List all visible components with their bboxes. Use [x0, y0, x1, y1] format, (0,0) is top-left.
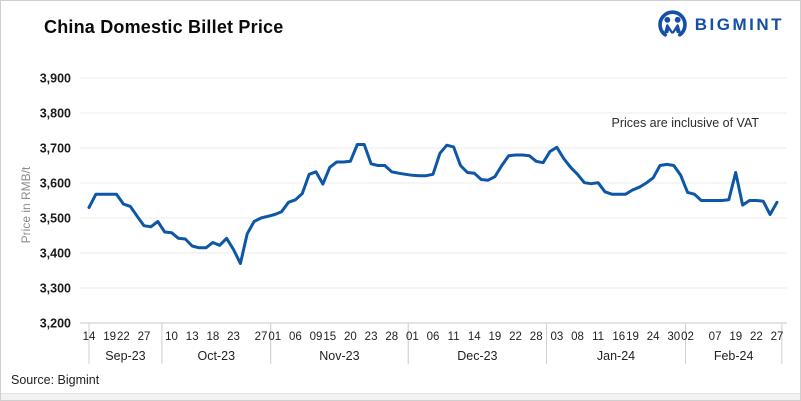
- x-month-label: Feb-24: [714, 349, 754, 363]
- x-tick-label: 27: [255, 331, 268, 343]
- x-tick-label: 23: [227, 331, 240, 343]
- x-tick-label: 09: [310, 331, 323, 343]
- window-bottom-edge: [1, 393, 800, 400]
- x-tick-label: 28: [385, 331, 398, 343]
- y-tick-label: 3,800: [40, 107, 71, 121]
- x-tick-label: 30: [667, 331, 680, 343]
- x-tick-label: 06: [427, 331, 440, 343]
- x-tick-label: 18: [206, 331, 219, 343]
- source-note: Source: Bigmint: [11, 373, 100, 387]
- x-month-label: Oct-23: [198, 349, 236, 363]
- x-tick-label: 08: [571, 331, 584, 343]
- x-tick-label: 27: [771, 331, 784, 343]
- x-tick-label: 20: [344, 331, 357, 343]
- x-tick-label: 15: [323, 331, 336, 343]
- x-tick-label: 27: [138, 331, 151, 343]
- x-tick-label: 28: [530, 331, 543, 343]
- page-title: China Domestic Billet Price: [44, 17, 284, 37]
- x-tick-label: 22: [750, 331, 763, 343]
- y-tick-label: 3,300: [40, 282, 71, 296]
- x-tick-label: 19: [103, 331, 116, 343]
- x-tick-label: 16: [612, 331, 625, 343]
- price-line: [87, 143, 779, 265]
- y-tick-label: 3,200: [40, 317, 71, 331]
- x-tick-label: 03: [550, 331, 563, 343]
- x-tick-label: 10: [165, 331, 178, 343]
- x-tick-label: 11: [592, 331, 604, 343]
- x-tick-label: 06: [289, 331, 302, 343]
- y-tick-label: 3,500: [40, 212, 71, 226]
- x-tick-label: 19: [489, 331, 502, 343]
- bigmint-logo-text: BIGMINT: [694, 14, 784, 34]
- x-month-label: Jan-24: [597, 349, 635, 363]
- y-tick-label: 3,400: [40, 247, 71, 261]
- y-tick-label: 3,700: [40, 142, 71, 156]
- vat-annotation: Prices are inclusive of VAT: [611, 116, 759, 130]
- x-month-label: Dec-23: [457, 349, 497, 363]
- bigmint-logo: BIGMINT: [657, 9, 784, 40]
- x-tick-label: 14: [83, 331, 96, 343]
- x-tick-label: 19: [626, 331, 639, 343]
- x-tick-label: 11: [448, 331, 460, 343]
- x-month-label: Sep-23: [105, 349, 145, 363]
- bigmint-logo-icon: [657, 9, 688, 40]
- x-tick-label: 14: [468, 331, 481, 343]
- y-tick-label: 3,600: [40, 177, 71, 191]
- x-tick-label: 23: [365, 331, 378, 343]
- x-tick-label: 13: [186, 331, 199, 343]
- x-tick-label: 24: [647, 331, 660, 343]
- x-tick-label: 07: [709, 331, 722, 343]
- y-tick-label: 3,900: [40, 72, 71, 86]
- x-tick-label: 22: [509, 331, 522, 343]
- x-tick-label: 22: [117, 331, 130, 343]
- x-tick-label: 02: [681, 331, 694, 343]
- x-month-label: Nov-23: [319, 349, 359, 363]
- x-tick-label: 01: [406, 331, 419, 343]
- x-tick-label: 19: [729, 331, 742, 343]
- x-tick-label: 01: [268, 331, 281, 343]
